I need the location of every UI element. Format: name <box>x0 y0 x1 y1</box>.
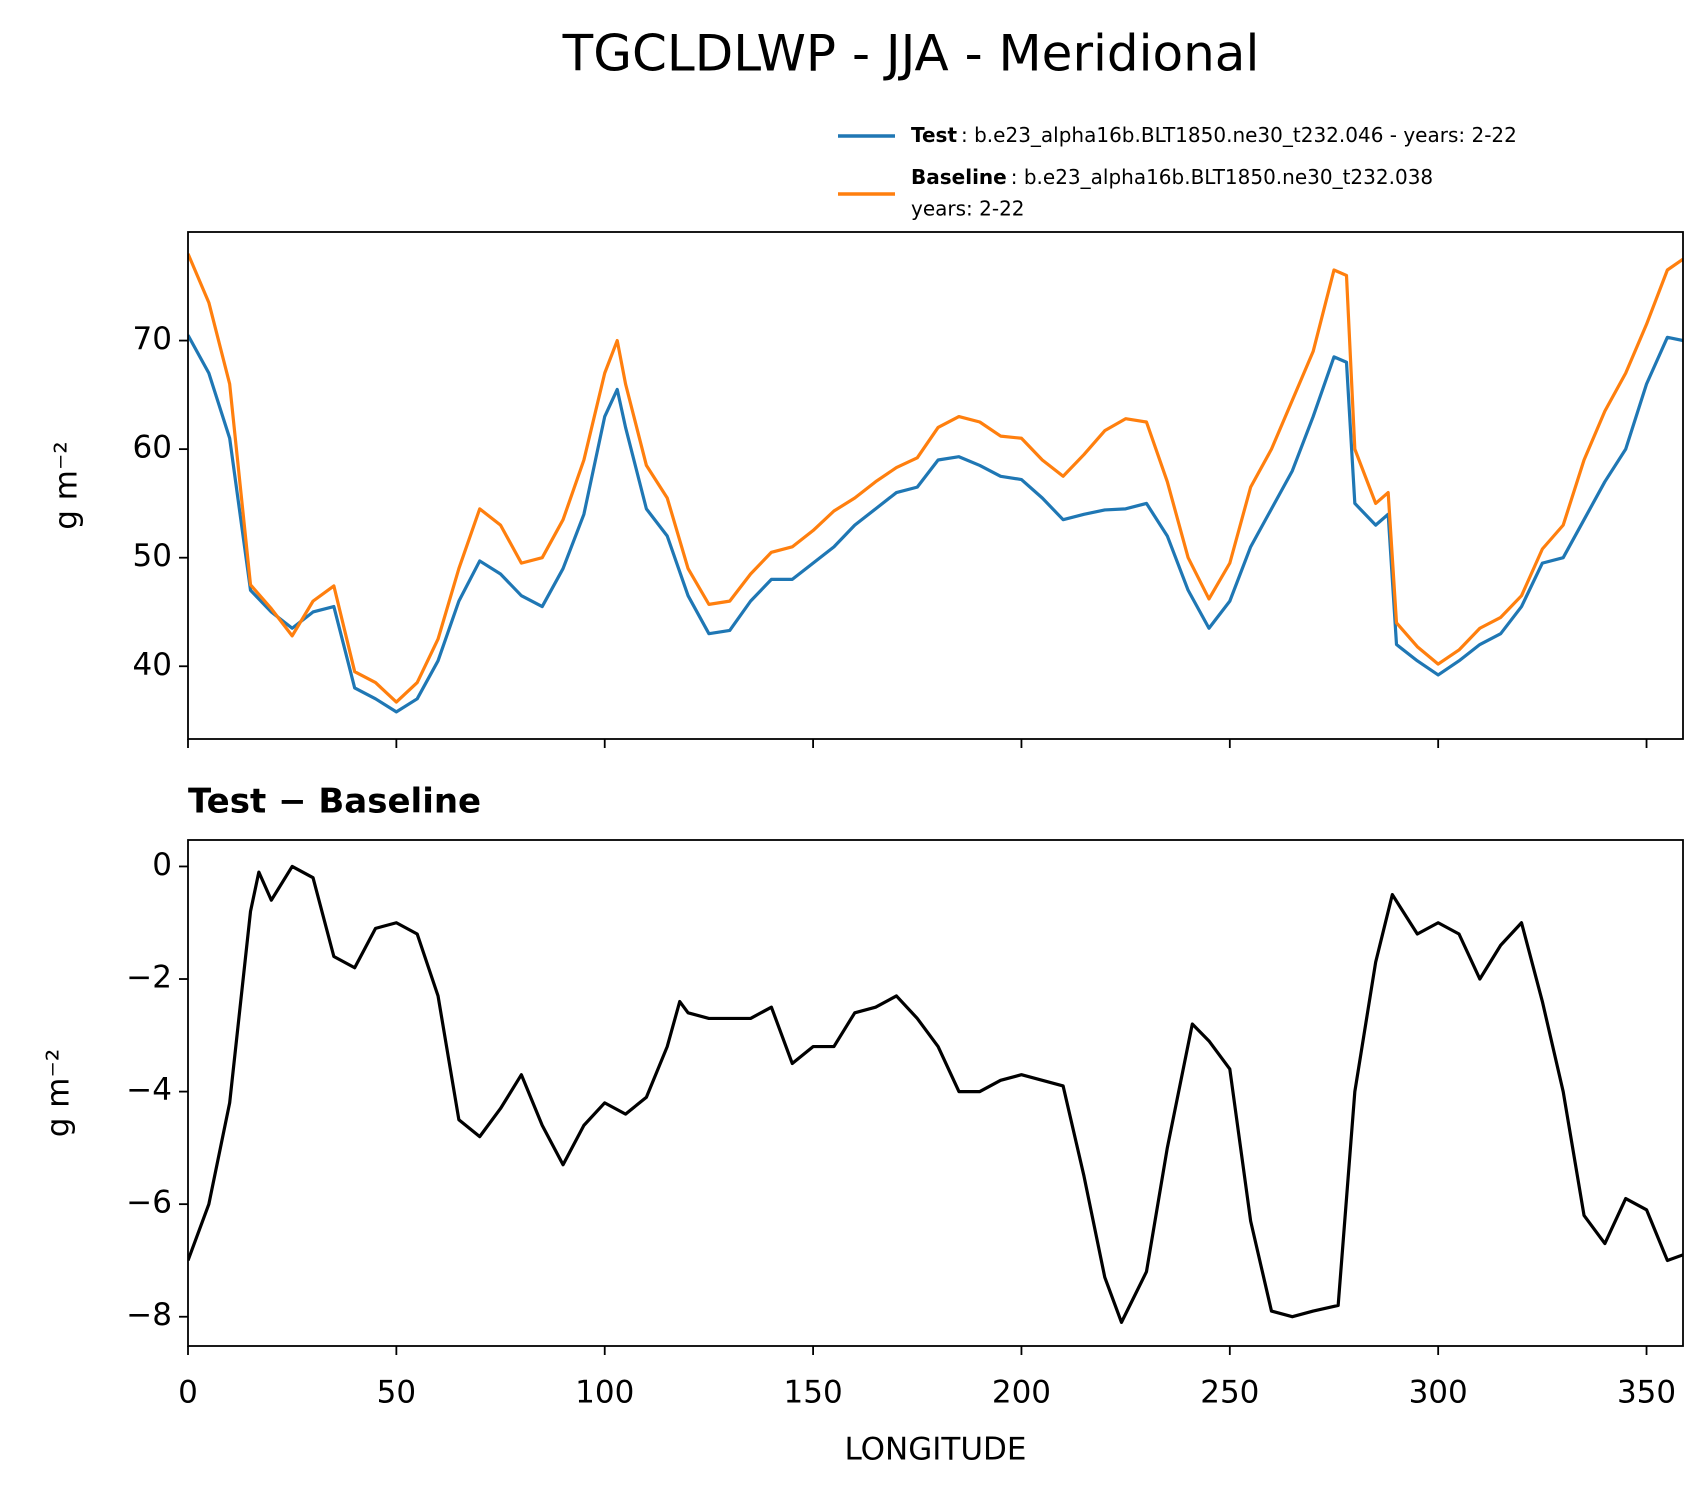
legend-name: Baseline <box>911 165 1007 189</box>
line-series <box>188 253 1683 704</box>
x-tick-label: 200 <box>992 1375 1051 1411</box>
y-tick-label: 40 <box>133 647 172 683</box>
x-tick-label: 50 <box>377 1375 416 1411</box>
line-series <box>188 334 1683 714</box>
chart-title: TGCLDLWP - JJA - Meridional <box>562 25 1260 83</box>
y-tick-label: −6 <box>126 1185 172 1221</box>
legend-description: years: 2-22 <box>911 197 1025 221</box>
y-axis-label: g m⁻² <box>41 1049 77 1138</box>
x-tick-label: 250 <box>1200 1375 1259 1411</box>
y-tick-label: 0 <box>152 847 172 883</box>
x-tick-label: 300 <box>1409 1375 1468 1411</box>
y-tick-label: −4 <box>126 1072 172 1108</box>
y-axis-label: g m⁻² <box>49 441 85 530</box>
y-tick-label: −2 <box>126 960 172 996</box>
y-tick-label: −8 <box>126 1297 172 1333</box>
x-tick-label: 100 <box>575 1375 634 1411</box>
axes-frame <box>187 231 1684 740</box>
y-tick-label: 60 <box>133 430 172 466</box>
line-series <box>188 864 1683 1324</box>
subplot-title: Test − Baseline <box>188 782 481 822</box>
x-axis-label: LONGITUDE <box>844 1432 1026 1468</box>
x-tick-label: 150 <box>784 1375 843 1411</box>
legend-description: : b.e23_alpha16b.BLT1850.ne30_t232.038 <box>1011 165 1433 189</box>
x-tick-label: 0 <box>178 1375 198 1411</box>
legend-description: : b.e23_alpha16b.BLT1850.ne30_t232.046 -… <box>961 123 1517 147</box>
axes-frame <box>187 839 1684 1347</box>
y-tick-label: 70 <box>133 321 172 357</box>
legend-name: Test <box>911 123 957 147</box>
legend-label: Test: b.e23_alpha16b.BLT1850.ne30_t232.0… <box>911 123 1517 147</box>
x-tick-label: 350 <box>1617 1375 1676 1411</box>
legend-label: Baseline: b.e23_alpha16b.BLT1850.ne30_t2… <box>911 165 1433 189</box>
y-tick-label: 50 <box>133 538 172 574</box>
